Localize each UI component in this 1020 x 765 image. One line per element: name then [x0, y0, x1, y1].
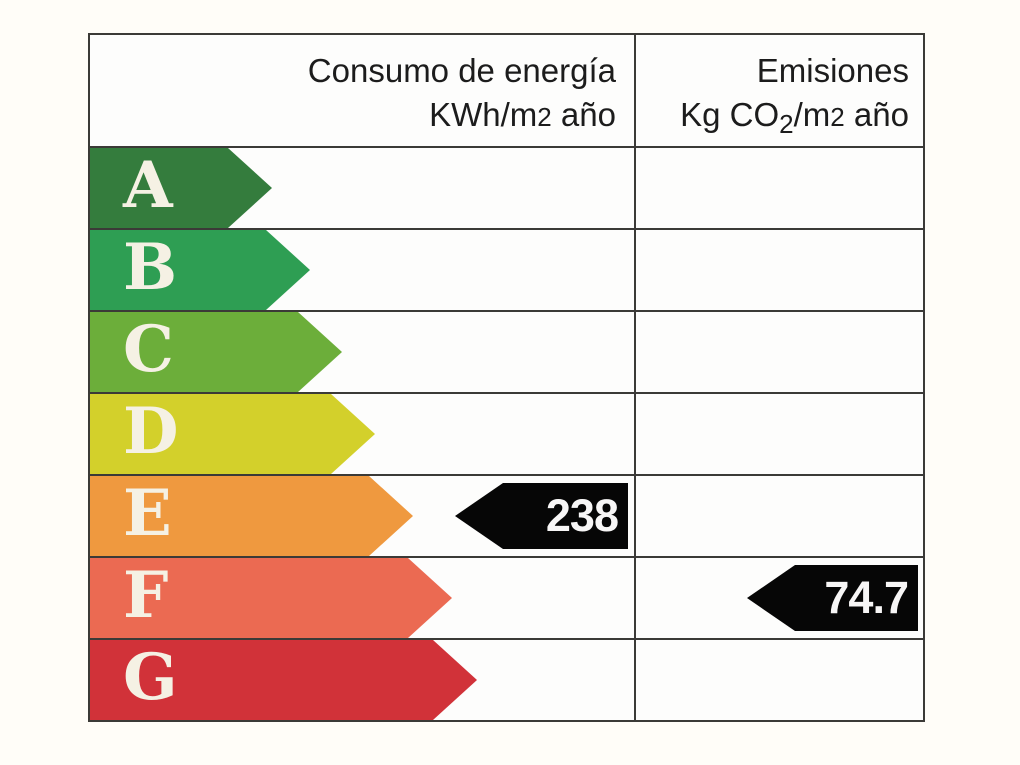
header-consumption: Consumo de energía KWh/m2 año: [90, 35, 634, 146]
header-emissions-line2: Kg CO2/m2 año: [680, 95, 909, 139]
header-emissions: Emisiones Kg CO2/m2 año: [634, 35, 923, 146]
rating-row-g: G: [90, 638, 923, 720]
rating-row-d: D: [90, 392, 923, 474]
rating-letter-e: E: [123, 475, 172, 551]
rating-letter-a: A: [123, 147, 173, 223]
energy-value-arrow-icon: 238: [455, 483, 628, 549]
column-divider: [634, 35, 636, 720]
rating-letter-g: G: [123, 639, 178, 715]
table-header: Consumo de energía KWh/m2 año Emisiones …: [90, 35, 923, 146]
rating-arrow-g-icon: G: [90, 640, 477, 720]
rating-arrow-e-icon: E: [90, 476, 413, 556]
rating-row-b: B: [90, 228, 923, 310]
energy-rating-table: Consumo de energía KWh/m2 año Emisiones …: [88, 33, 925, 722]
rating-arrow-b-icon: B: [90, 230, 310, 310]
header-emissions-line1: Emisiones: [756, 51, 909, 89]
rating-arrow-f-icon: F: [90, 558, 452, 638]
rating-arrow-a-icon: A: [90, 148, 272, 228]
rating-letter-c: C: [123, 311, 174, 387]
energy-consumption-value: 238: [545, 490, 619, 541]
emissions-value: 74.7: [824, 572, 909, 623]
rating-row-a: A: [90, 146, 923, 228]
rating-arrow-d-icon: D: [90, 394, 375, 474]
emissions-value-arrow-icon: 74.7: [747, 565, 918, 631]
rating-row-f: F 74.7: [90, 556, 923, 638]
header-consumption-line1: Consumo de energía: [307, 51, 616, 89]
rating-letter-d: D: [123, 393, 179, 469]
rating-letter-b: B: [123, 229, 178, 305]
rating-row-e: E 238: [90, 474, 923, 556]
rating-letter-f: F: [123, 557, 169, 633]
header-consumption-line2: KWh/m2 año: [429, 95, 616, 133]
rating-row-c: C: [90, 310, 923, 392]
rating-arrow-c-icon: C: [90, 312, 342, 392]
